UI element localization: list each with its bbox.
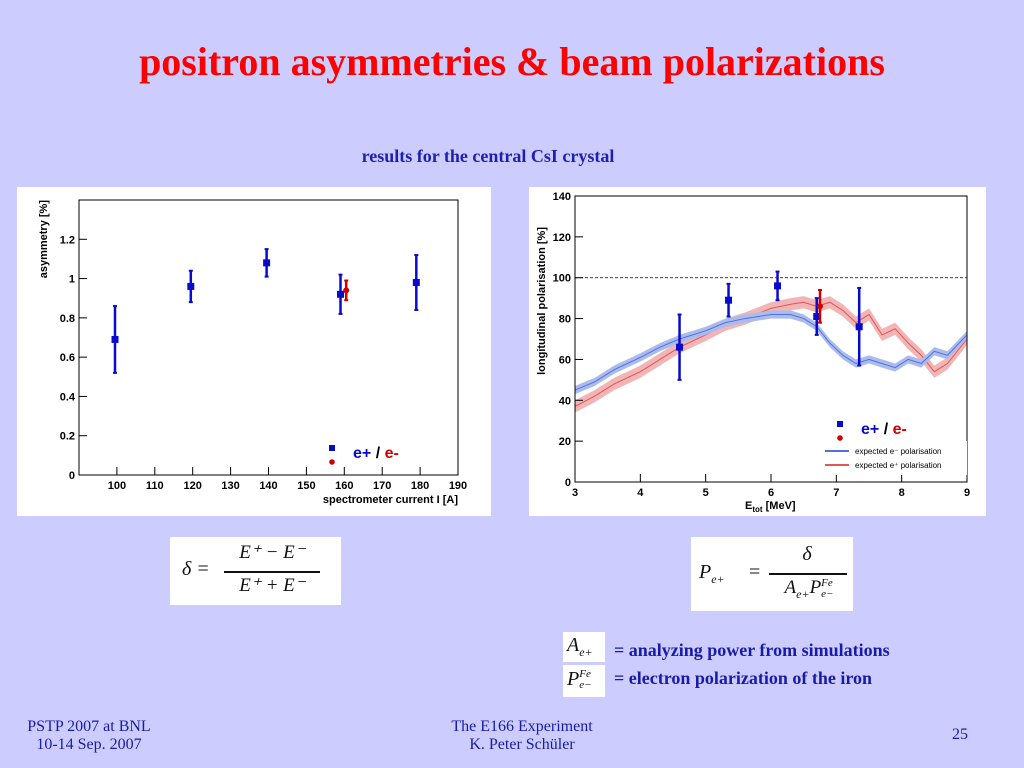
y-tick-label: 80	[559, 314, 571, 326]
formula-p-denominator: Ae+PFe e−	[784, 576, 834, 601]
legend-marker-electron	[837, 435, 843, 441]
expected-electron-polarisation-band	[575, 310, 967, 395]
y-tick-label: 0.8	[60, 313, 75, 325]
polarisation-chart-panel: 3 4 5 6 7 8 9 0 20 40 60 80 100 120 140 longitudinal po…	[529, 187, 986, 516]
x-axis-label: spectrometer current I [A]	[323, 494, 458, 506]
expected-electron-polarisation-line	[574, 313, 968, 391]
data-point	[111, 335, 119, 343]
data-point	[813, 313, 821, 321]
footer-experiment-name: The E166 Experiment	[451, 718, 593, 735]
legend-label-electron: e-	[385, 445, 399, 462]
formula-p-equals: =	[749, 561, 761, 583]
formula-delta-denominator: E⁺ + E⁻	[239, 575, 305, 596]
expected-positron-polarisation-line	[574, 301, 968, 407]
footer-author: K. Peter Schüler	[469, 736, 575, 753]
x-tick-label: 190	[449, 480, 467, 492]
y-tick-label: 1	[69, 274, 75, 286]
data-point	[263, 259, 271, 267]
x-axis-label-unit: [MeV]	[763, 500, 796, 512]
data-point	[337, 290, 345, 298]
y-axis-label: longitudinal polarisation [%]	[536, 227, 548, 375]
asymmetry-chart: 100 110 120 130 140 150 160 170 180 190 0 0.2 0.4 0.6…	[38, 199, 467, 506]
plot-frame	[78, 199, 459, 476]
y-tick-label: 100	[553, 273, 571, 285]
x-tick-label: 170	[373, 480, 391, 492]
y-tick-label: 120	[553, 232, 571, 244]
x-tick-label: 130	[221, 480, 239, 492]
footer-conference-name: PSTP 2007 at BNL	[27, 718, 151, 735]
legend-label-separator: /	[879, 421, 892, 438]
iron-polarization-symbol: PFe e−	[563, 665, 605, 697]
y-tick-label: 0	[565, 477, 571, 489]
x-tick-label: 6	[768, 487, 774, 499]
footer-experiment: The E166 Experiment K. Peter Schüler	[412, 718, 632, 754]
x-tick-label: 120	[184, 480, 202, 492]
legend-label-positron: e+	[353, 445, 371, 462]
data-point	[187, 282, 195, 290]
x-tick-label: 140	[259, 480, 277, 492]
footer-conference-date: 10-14 Sep. 2007	[36, 736, 142, 753]
polarisation-chart: 3 4 5 6 7 8 9 0 20 40 60 80 100 120 140 longitudinal po…	[536, 191, 970, 514]
data-point	[774, 282, 782, 290]
page-number: 25	[952, 726, 968, 743]
y-tick-label: 1.2	[60, 234, 75, 246]
y-tick-label: 140	[553, 191, 571, 203]
x-tick-label: 3	[572, 487, 578, 499]
x-tick-label: 160	[335, 480, 353, 492]
x-tick-label: 5	[703, 487, 709, 499]
y-tick-label: 40	[559, 395, 571, 407]
band-legend-red-label: expected e⁺ polarisation	[855, 461, 942, 470]
band-legend-box	[821, 441, 967, 475]
iron-polarization-note: = electron polarization of the iron	[614, 668, 873, 688]
slide-subtitle: results for the central CsI crystal	[361, 146, 615, 166]
formula-delta-lhs: δ =	[182, 558, 210, 580]
y-tick-label: 0.4	[60, 391, 76, 403]
formula-p-lhs: Pe+	[699, 561, 725, 586]
x-tick-label: 9	[964, 487, 970, 499]
formula-p-fraction-bar	[769, 573, 847, 575]
legend-label-positron: e+	[861, 421, 879, 438]
legend-label: e+ / e-	[353, 445, 399, 462]
y-tick-label: 60	[559, 354, 571, 366]
x-tick-label: 8	[899, 487, 905, 499]
legend-marker-positron	[837, 421, 843, 427]
y-tick-label: 0	[69, 470, 75, 482]
formula-p-numerator: δ	[802, 543, 812, 565]
data-point	[855, 323, 863, 331]
data-point	[817, 303, 823, 310]
asymmetry-chart-panel: 100 110 120 130 140 150 160 170 180 190 0 0.2 0.4 0.6…	[17, 187, 491, 516]
x-axis-label-subscript: tot	[752, 505, 763, 514]
x-tick-label: 4	[637, 487, 644, 499]
data-point	[725, 296, 733, 304]
y-tick-label: 20	[559, 436, 571, 448]
legend-label-electron: e-	[893, 421, 907, 438]
x-tick-label: 180	[411, 480, 429, 492]
formula-delta-numerator: E⁺ − E⁻	[239, 542, 305, 563]
x-tick-label: 110	[146, 480, 164, 492]
formula-delta-fraction-bar	[224, 571, 320, 573]
data-point	[676, 343, 684, 351]
legend-marker-electron	[329, 459, 335, 465]
x-tick-label: 150	[297, 480, 315, 492]
y-axis-label: asymmetry [%]	[38, 200, 50, 279]
legend-label-separator: /	[371, 445, 384, 462]
x-axis-label: Etot [MeV]	[745, 500, 796, 514]
legend-marker-positron	[329, 445, 335, 451]
legend-label: e+ / e-	[861, 421, 907, 438]
analyzing-power-note: = analyzing power from simulations	[614, 640, 890, 660]
data-point	[343, 287, 350, 294]
analyzing-power-symbol: Ae+	[563, 632, 605, 662]
x-tick-label: 100	[108, 480, 126, 492]
y-tick-label: 0.6	[60, 352, 75, 364]
polarization-formula: Pe+ = δ Ae+PFe e−	[691, 537, 853, 611]
x-axis-label-symbol: E	[745, 500, 752, 512]
slide-title: positron asymmetries & beam polarization…	[139, 39, 885, 84]
data-point	[412, 279, 420, 286]
footer-conference: PSTP 2007 at BNL 10-14 Sep. 2007	[14, 718, 164, 754]
band-legend-blue-label: expected e⁻ polarisation	[855, 447, 942, 456]
asymmetry-formula: δ = E⁺ − E⁻ E⁺ + E⁻	[170, 537, 341, 605]
y-tick-label: 0.2	[60, 431, 75, 443]
x-tick-label: 7	[833, 487, 839, 499]
